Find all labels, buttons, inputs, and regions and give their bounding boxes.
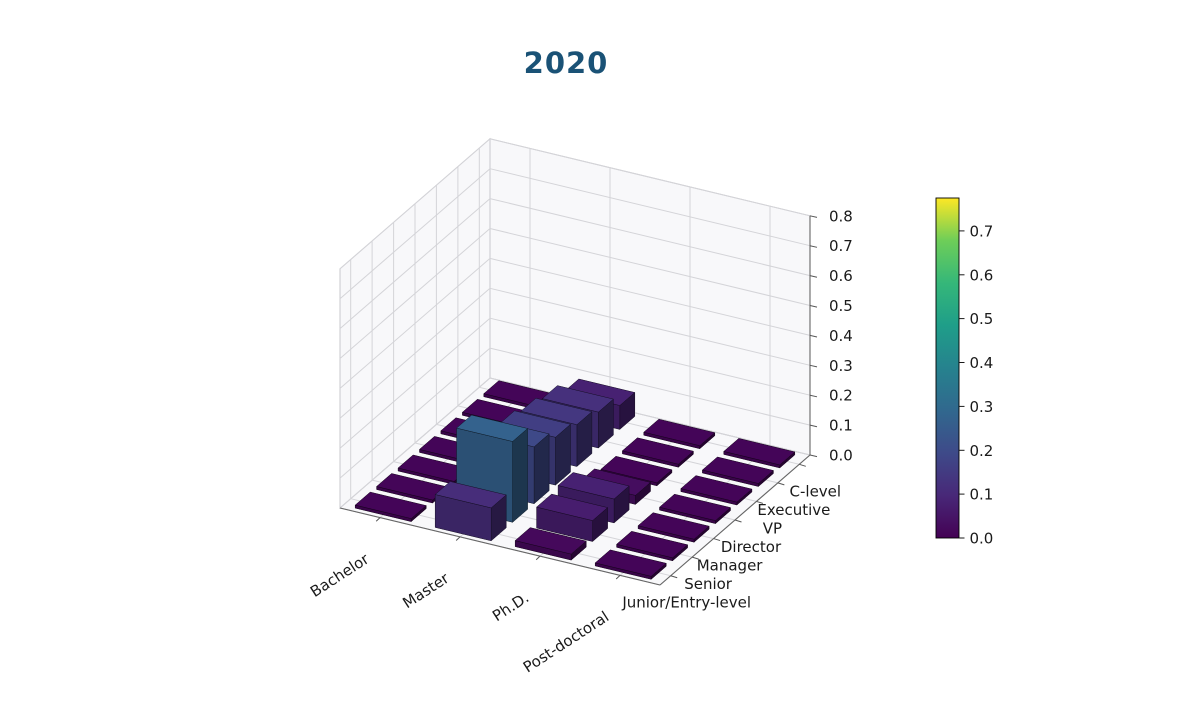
grid-line-z (489, 228, 811, 306)
grid-line-z (489, 347, 811, 426)
z-tick (809, 334, 818, 338)
z-tick-label: 0.7 (829, 237, 853, 255)
z-tick (809, 305, 818, 308)
bar (702, 456, 774, 487)
y-tick-label: Executive (757, 501, 830, 519)
x-tick-label: Ph.D. (489, 588, 532, 625)
z-tick (809, 275, 818, 278)
bar (434, 481, 507, 542)
colorbar-tick-label: 0.0 (970, 530, 994, 548)
bar (622, 437, 694, 468)
bar-face-top (542, 385, 614, 413)
y-tick (756, 500, 764, 504)
bar (594, 549, 667, 580)
bar-face-top (616, 531, 688, 559)
y-tick-label: VP (763, 519, 782, 537)
grid-line-z (489, 317, 811, 396)
x-tick (455, 536, 461, 541)
colorbar-tick-label: 0.3 (970, 398, 994, 416)
z-tick (809, 424, 818, 428)
grid-line-z (339, 138, 491, 270)
bar (536, 493, 608, 542)
bar-face-top (594, 549, 667, 577)
y-tick-label: C-level (790, 482, 842, 500)
chart-title: 2020 (523, 46, 609, 80)
y-tick (777, 482, 785, 486)
z-tick-label: 0.8 (829, 207, 853, 225)
colorbar-gradient (935, 197, 960, 539)
colorbar-tick-label: 0.7 (970, 222, 994, 240)
axes3d: Bachelor Master Ph.D.Post-doctoral Junior/E… (307, 137, 853, 677)
x-tick (375, 517, 381, 522)
y-tick-label: Manager (697, 557, 764, 575)
grid-line-z (489, 287, 811, 366)
bar-face-top (659, 493, 731, 521)
y-axis-spine (659, 454, 811, 586)
x-tick (535, 555, 541, 561)
colorbar-tick-label: 0.4 (970, 354, 994, 372)
y-tick-label: Director (721, 538, 782, 556)
bar (723, 438, 796, 469)
bar-face-side (512, 428, 528, 523)
bar (680, 475, 753, 506)
z-tick-label: 0.1 (829, 417, 853, 435)
bar (354, 491, 427, 522)
z-tick-label: 0.2 (829, 387, 853, 405)
bar-face-top (456, 414, 528, 442)
z-tick (809, 454, 818, 458)
z-tick (809, 245, 818, 248)
x-tick-label: Master (399, 569, 452, 612)
y-tick (799, 463, 806, 467)
bar-face-top (600, 456, 673, 484)
bar-face-top (723, 438, 796, 466)
y-tick (670, 575, 678, 579)
bar-face-top (514, 527, 587, 555)
y-tick (691, 556, 699, 560)
bar-face-top (536, 493, 608, 521)
z-tick-label: 0.4 (829, 327, 853, 345)
z-tick-label: 0.0 (829, 447, 853, 465)
y-tick (713, 538, 721, 542)
bar (637, 512, 710, 543)
x-tick-label: Post-doctoral (520, 608, 612, 677)
colorbar-tick-label: 0.1 (970, 486, 994, 504)
bar (643, 418, 716, 449)
colorbar-tick-label: 0.2 (970, 442, 994, 460)
bar-face-top (354, 491, 427, 519)
bar-face-top (434, 481, 507, 509)
grid-line-z (489, 168, 811, 247)
bar-face-top (637, 512, 710, 540)
bar-face-top (643, 418, 716, 446)
z-tick (809, 394, 818, 398)
z-tick-label: 0.3 (829, 357, 853, 375)
grid-line-z (489, 257, 811, 336)
z-tick-label: 0.5 (829, 297, 853, 315)
bar (514, 527, 587, 561)
bar-face-top (680, 475, 753, 503)
z-tick (809, 364, 818, 368)
colorbar-tick-label: 0.6 (970, 266, 994, 284)
grid-line-z (489, 198, 811, 277)
y-tick-label: Junior/Entry-level (621, 594, 751, 612)
bar-face-top (520, 397, 593, 425)
z-tick (809, 215, 818, 218)
bar (456, 414, 528, 523)
bar-face-top (622, 437, 694, 465)
bar (659, 493, 731, 524)
y-tick-label: Senior (684, 575, 733, 593)
colorbar-tick-label: 0.5 (970, 310, 994, 328)
grid-line-z (489, 138, 811, 217)
grid-line-z (489, 377, 811, 456)
bar-face-top (702, 456, 774, 484)
bar (616, 531, 688, 562)
colorbar: 0.0 0.1 0.2 0.3 0.4 0.5 0.6 0.7 (935, 197, 994, 548)
y-tick (734, 519, 742, 523)
x-axis-spine (339, 507, 661, 586)
z-tick-label: 0.6 (829, 267, 853, 285)
bar-face-top (557, 472, 630, 500)
x-tick-label: Bachelor (307, 549, 373, 600)
x-tick (615, 575, 621, 580)
